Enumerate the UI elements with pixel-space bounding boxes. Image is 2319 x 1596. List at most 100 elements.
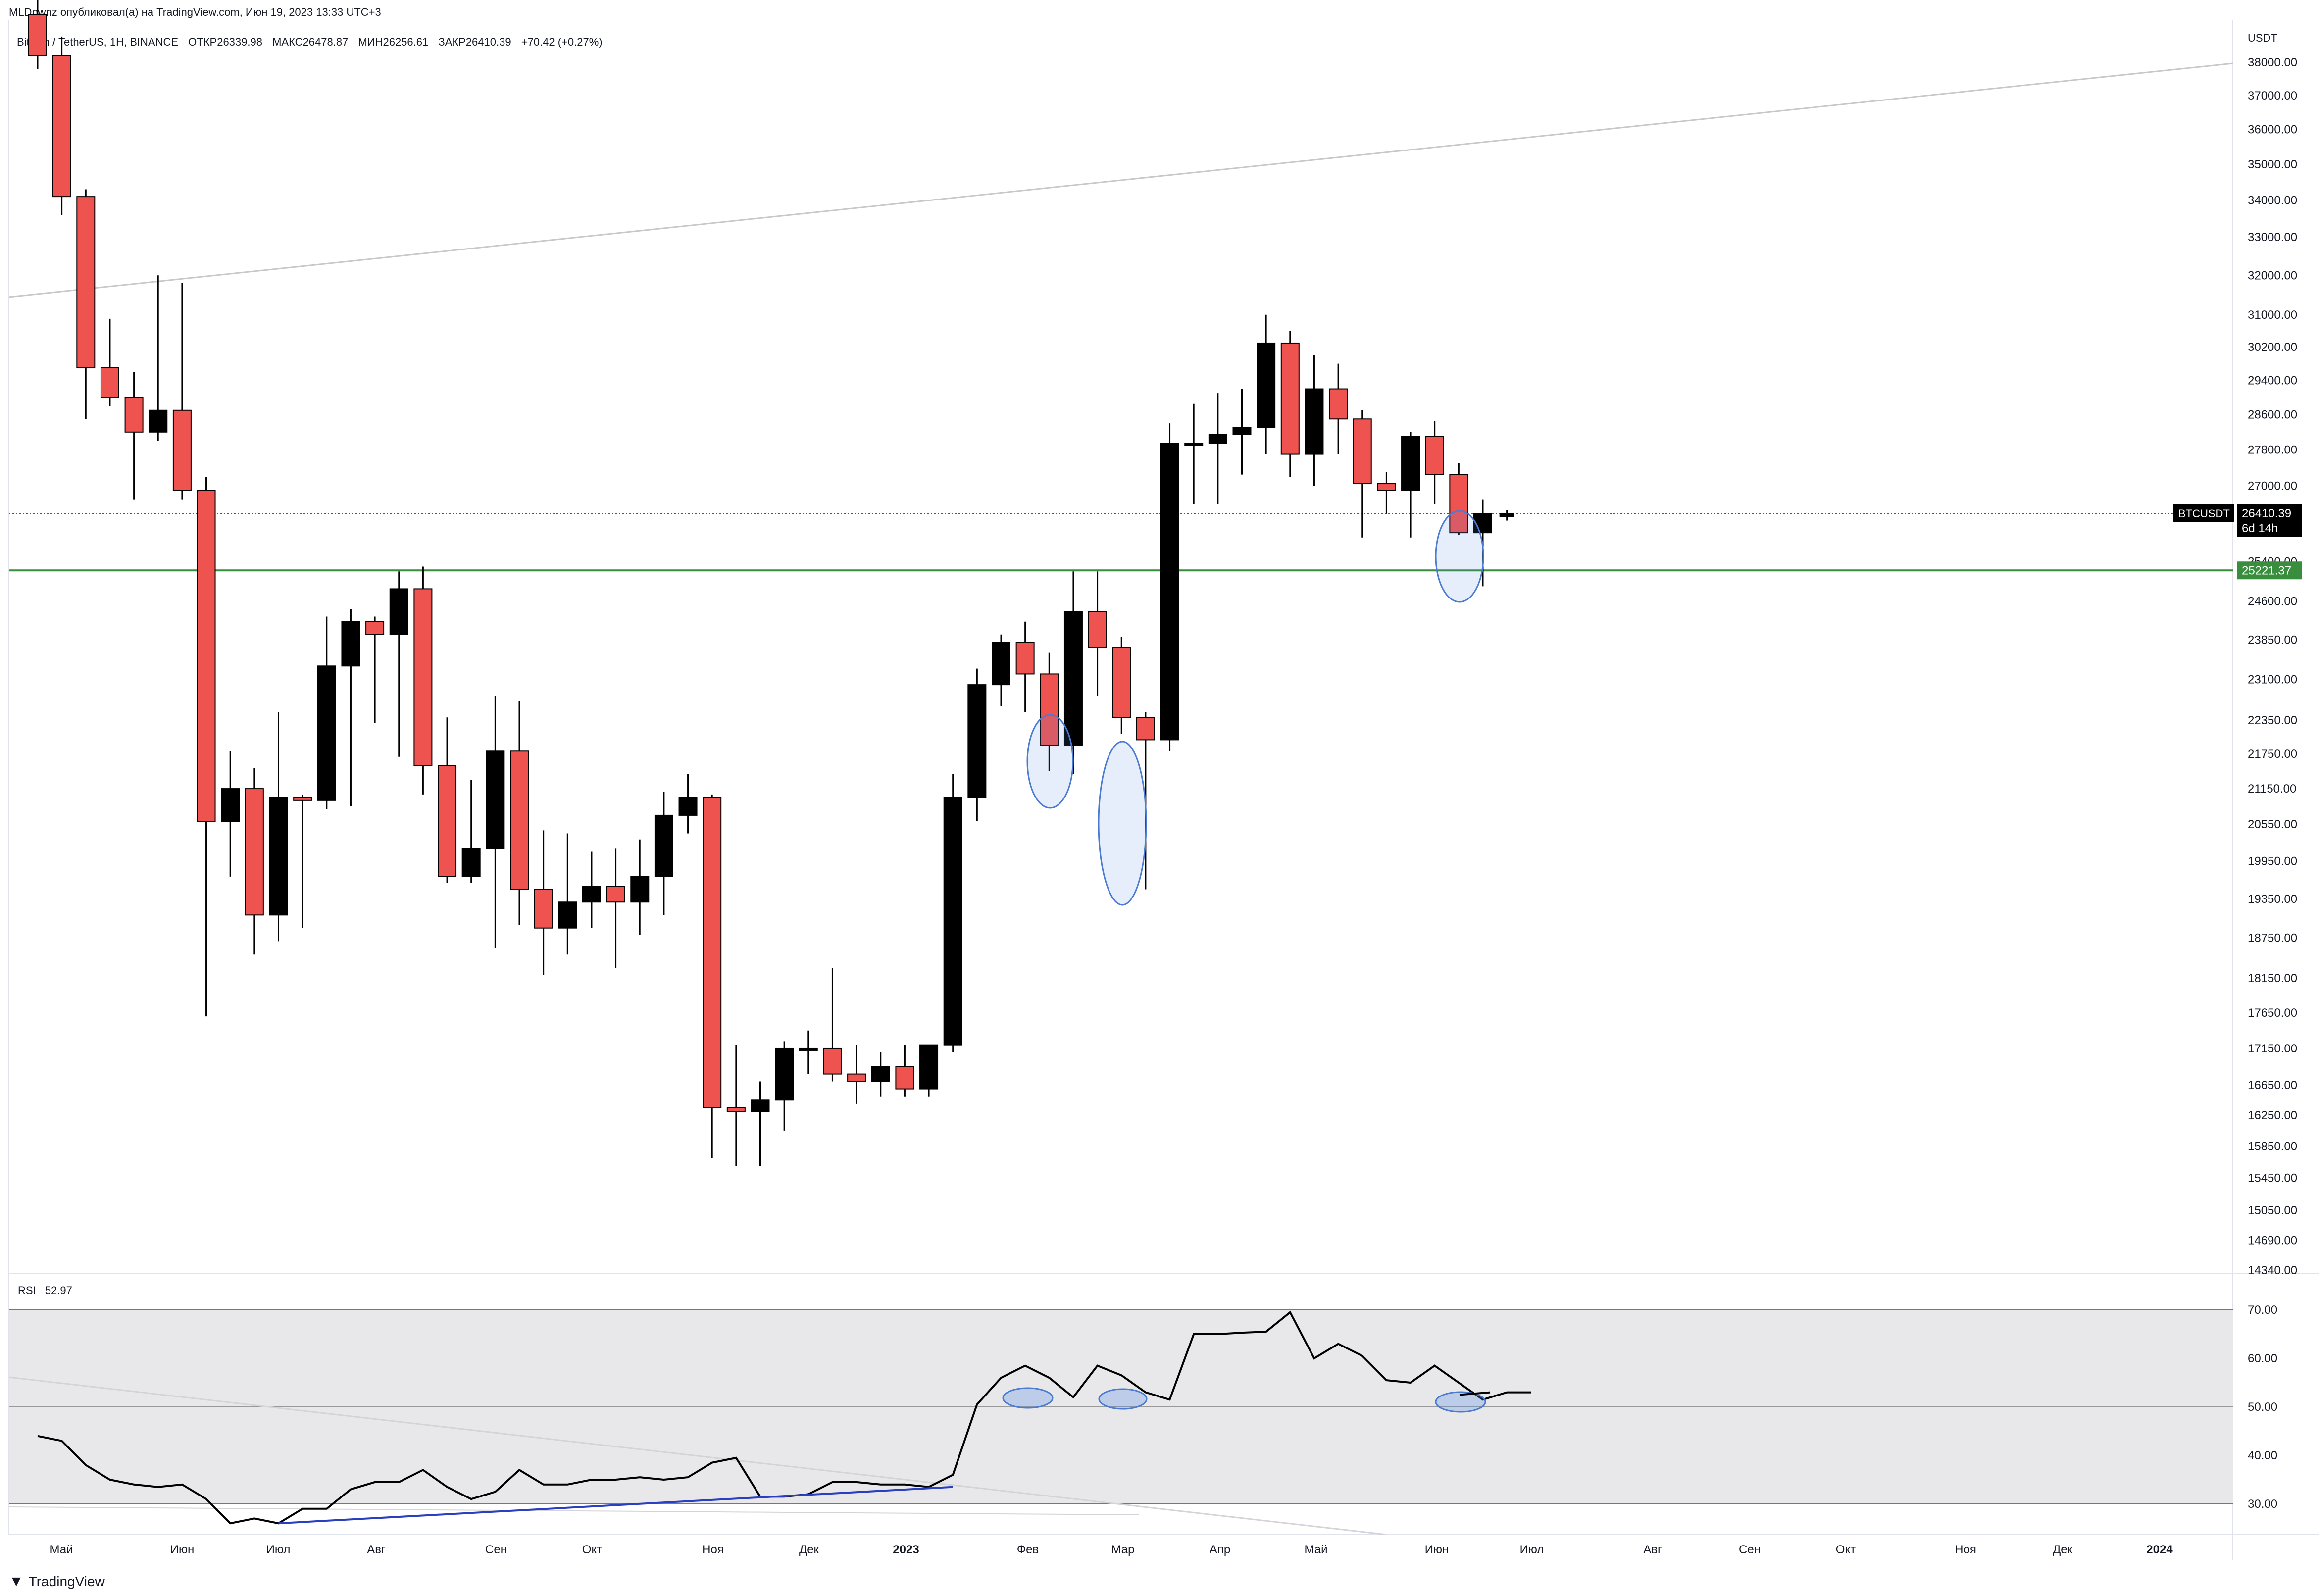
candle[interactable] (1184, 403, 1204, 505)
candle[interactable] (365, 616, 385, 723)
candle[interactable] (293, 794, 312, 928)
tradingview-brand: TradingView (28, 1574, 105, 1589)
candle-body (823, 1047, 842, 1075)
candle[interactable] (245, 768, 264, 955)
price-tick-label: 22350.00 (2248, 714, 2297, 727)
candle-body (413, 588, 433, 766)
candle[interactable] (1305, 355, 1324, 486)
candle[interactable] (1257, 314, 1276, 454)
candle[interactable] (1329, 363, 1348, 454)
candle[interactable] (895, 1045, 914, 1097)
candle-body (1401, 436, 1420, 491)
candle[interactable] (1499, 510, 1514, 521)
candle[interactable] (1401, 432, 1420, 538)
candle[interactable] (1449, 463, 1468, 535)
candle[interactable] (1112, 637, 1131, 735)
candle[interactable] (389, 571, 408, 757)
support-price-tag[interactable]: 25221.37 (2237, 561, 2302, 580)
candle[interactable] (1377, 472, 1396, 514)
rsi-legend[interactable]: RSI 52.97 (18, 1284, 78, 1297)
candle-body (1280, 342, 1300, 455)
candle[interactable] (510, 700, 529, 925)
candle[interactable] (775, 1041, 794, 1131)
candle[interactable] (1160, 423, 1179, 751)
candle-body (293, 797, 312, 801)
candle[interactable] (172, 283, 192, 500)
candle[interactable] (221, 751, 240, 877)
candle-body (1425, 436, 1444, 475)
candle[interactable] (1088, 571, 1107, 696)
candle[interactable] (269, 712, 288, 942)
candle[interactable] (582, 851, 601, 928)
time-axis-label: Авг (1643, 1543, 1662, 1556)
candle[interactable] (919, 1044, 939, 1097)
candle[interactable] (847, 1045, 866, 1104)
tradingview-logo[interactable]: ▼ TradingView (9, 1573, 105, 1590)
candle-body (1184, 443, 1204, 446)
candle[interactable] (461, 780, 481, 883)
candle[interactable] (1015, 621, 1035, 712)
candle[interactable] (678, 774, 698, 834)
candle[interactable] (630, 839, 650, 935)
price-tick-label: 29400.00 (2248, 374, 2297, 387)
candle[interactable] (341, 609, 360, 806)
candle[interactable] (823, 968, 842, 1082)
candle[interactable] (1280, 331, 1300, 477)
candle[interactable] (1232, 389, 1252, 475)
candle[interactable] (317, 616, 336, 809)
price-tick-label: 34000.00 (2248, 194, 2297, 207)
rsi-tail (1459, 1391, 1491, 1396)
candle-body (1160, 443, 1179, 741)
candle[interactable] (1208, 393, 1227, 505)
candle[interactable] (558, 833, 577, 955)
candle[interactable] (1040, 652, 1059, 771)
price-tick-label: 27000.00 (2248, 480, 2297, 493)
price-tick-label: 19950.00 (2248, 854, 2297, 868)
candle[interactable] (534, 830, 553, 975)
candle[interactable] (1063, 571, 1083, 774)
candle[interactable] (76, 189, 96, 419)
candle[interactable] (28, 0, 47, 69)
candle[interactable] (438, 717, 457, 883)
candle[interactable] (486, 695, 505, 948)
candle[interactable] (52, 36, 71, 215)
candle[interactable] (799, 1030, 818, 1074)
candle[interactable] (967, 668, 987, 822)
last-price-tag[interactable]: BTCUSDT 26410.39 6d 14h (2173, 504, 2302, 537)
time-axis-label: Сен (485, 1543, 507, 1556)
tradingview-logo-icon: ▼ (9, 1573, 24, 1590)
candle[interactable] (992, 634, 1010, 707)
price-tick-label: 18750.00 (2248, 932, 2297, 945)
highlight-ellipse (1026, 714, 1074, 809)
candle[interactable] (943, 774, 962, 1052)
currency-label: USDT (2248, 32, 2277, 44)
candle[interactable] (654, 791, 673, 915)
candle[interactable] (703, 794, 722, 1158)
rsi-trendline-faint-2 (9, 1506, 1139, 1515)
candle-body (726, 1107, 746, 1112)
candle[interactable] (197, 477, 216, 1017)
price-tick-label: 14340.00 (2248, 1264, 2297, 1277)
price-tick-label: 30200.00 (2248, 341, 2297, 354)
candle[interactable] (871, 1052, 890, 1097)
rsi-value: 52.97 (45, 1284, 72, 1297)
candle[interactable] (606, 848, 625, 968)
price-tick-label: 33000.00 (2248, 231, 2297, 244)
candle[interactable] (1425, 421, 1444, 505)
candle[interactable] (124, 372, 144, 500)
candle-body (1499, 512, 1514, 517)
low-value: МИН26256.61 (358, 36, 429, 48)
candle[interactable] (100, 318, 119, 406)
candle-body (124, 397, 144, 433)
candle[interactable] (751, 1081, 770, 1166)
candle[interactable] (726, 1045, 746, 1166)
candle[interactable] (1353, 410, 1372, 538)
candle-body (100, 367, 119, 398)
candle[interactable] (149, 275, 168, 441)
support-tag-bg (2237, 561, 2302, 580)
time-axis-label: Дек (799, 1543, 819, 1556)
candle[interactable] (413, 566, 433, 795)
candle-body (703, 797, 722, 1108)
time-axis-label: Апр (1210, 1543, 1230, 1556)
